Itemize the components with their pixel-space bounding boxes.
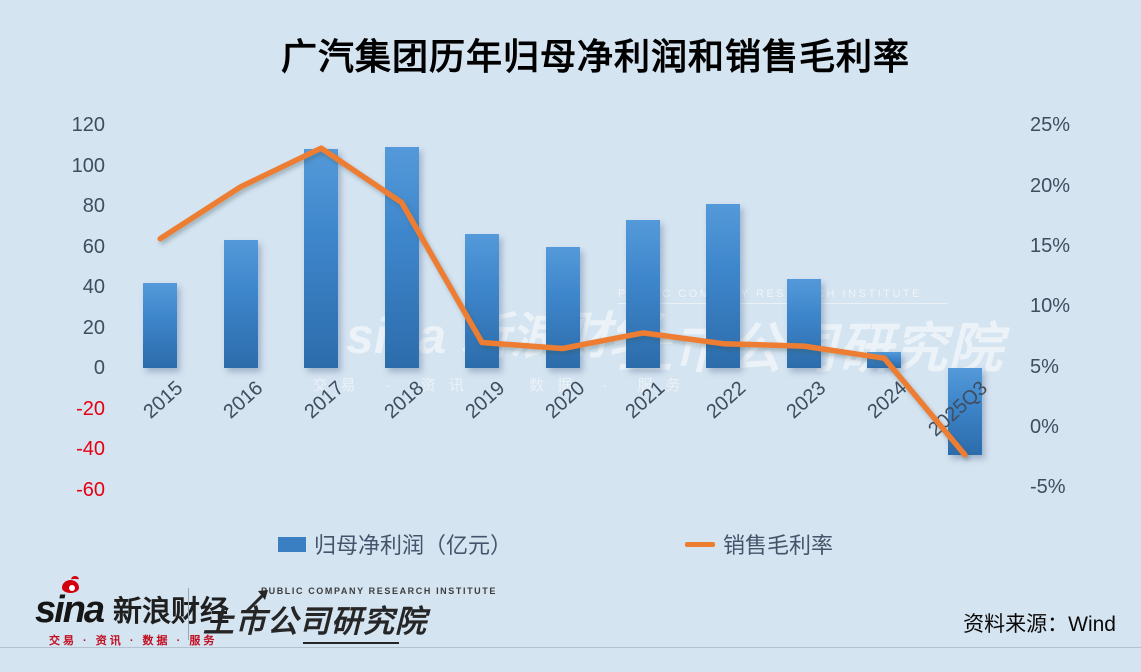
left-axis-tick: -20 — [76, 397, 105, 420]
legend-item-net-profit: 归母净利润（亿元） — [278, 528, 512, 560]
pcri-arrow-icon — [245, 590, 268, 613]
bottom-rule — [0, 647, 1141, 648]
right-axis-tick: 0% — [1030, 416, 1059, 438]
pcri-underline — [303, 642, 399, 644]
right-axis-tick: 5% — [1030, 355, 1059, 378]
x-axis-label-2018: 2018 — [380, 377, 429, 424]
x-axis-label-2023: 2023 — [782, 377, 831, 424]
pcri-logo: PUBLIC COMPANY RESEARCH INSTITUTE 上市公司研究… — [203, 586, 497, 644]
x-axis-label-2024: 2024 — [863, 377, 912, 424]
x-axis-label-2021: 2021 — [621, 377, 670, 424]
x-axis-label-2015: 2015 — [139, 377, 187, 424]
pcri-english-name: PUBLIC COMPANY RESEARCH INSTITUTE — [261, 586, 497, 596]
sina-brand-text: 新浪财经 — [113, 596, 230, 628]
pcri-watermark: PUBLIC COMPANY RESEARCH INSTITUTE 上市公司研究… — [618, 288, 1002, 383]
left-axis-tick: 20 — [82, 316, 105, 339]
sina-logo-text: sina — [35, 576, 105, 629]
bar-2017 — [304, 149, 339, 368]
bar-legend-label: 归母净利润（亿元） — [314, 533, 513, 558]
x-axis-label-2019: 2019 — [460, 377, 509, 424]
left-axis-tick: 0 — [93, 357, 105, 379]
legend-item-gross-margin: 销售毛利率 — [685, 528, 833, 560]
bar-2015 — [143, 282, 178, 368]
line-legend-swatch — [685, 541, 715, 547]
bar-2021 — [625, 220, 660, 368]
sina-finance-logo: sina 新浪财经 交易 · 资讯 · 数据 · 服务 — [35, 576, 230, 648]
bar-2016 — [223, 240, 258, 368]
sina-eye-icon — [62, 576, 79, 593]
left-axis-tick: 40 — [82, 276, 105, 298]
footer: sina 新浪财经 交易 · 资讯 · 数据 · 服务 PUBLIC COMPA… — [0, 576, 1141, 648]
x-axis-label-2022: 2022 — [702, 377, 751, 424]
footer-divider — [188, 588, 189, 640]
x-axis-label-2016: 2016 — [219, 377, 268, 424]
right-axis-tick: 20% — [1030, 174, 1071, 197]
bar-2024 — [867, 351, 902, 368]
bar-2018 — [384, 147, 419, 368]
left-axis-tick: 60 — [82, 235, 105, 258]
right-axis-tick: 15% — [1030, 234, 1071, 257]
page-title: 广汽集团历年归母净利润和销售毛利率 — [280, 36, 910, 77]
x-axis-label-2020: 2020 — [541, 377, 590, 424]
data-source: 资料来源：Wind — [963, 613, 1116, 636]
bar-legend-swatch — [278, 536, 306, 552]
x-axis-label-2017: 2017 — [300, 377, 348, 424]
sina-tagline: 交易 · 资讯 · 数据 · 服务 — [49, 635, 218, 647]
left-axis-tick: 80 — [82, 195, 105, 217]
left-axis-tick: -60 — [76, 478, 105, 501]
bar-2023 — [786, 278, 821, 368]
left-axis-tick: 100 — [71, 154, 105, 177]
line-legend-label: 销售毛利率 — [723, 533, 834, 558]
bar-2022 — [706, 203, 741, 368]
pcri-watermark-subtitle: PUBLIC COMPANY RESEARCH INSTITUTE — [618, 288, 948, 304]
pcri-chinese-name: 上市公司研究院 — [203, 590, 497, 644]
right-axis-tick: 10% — [1030, 295, 1071, 318]
left-axis-tick: 120 — [71, 114, 105, 136]
bar-2019 — [465, 234, 500, 368]
bar-2020 — [545, 246, 580, 368]
right-axis-tick: -5% — [1030, 476, 1066, 499]
left-axis-tick: -40 — [76, 438, 105, 460]
pcri-watermark-text: 上市公司研究院 — [618, 304, 1002, 383]
right-axis-tick: 25% — [1030, 114, 1071, 137]
